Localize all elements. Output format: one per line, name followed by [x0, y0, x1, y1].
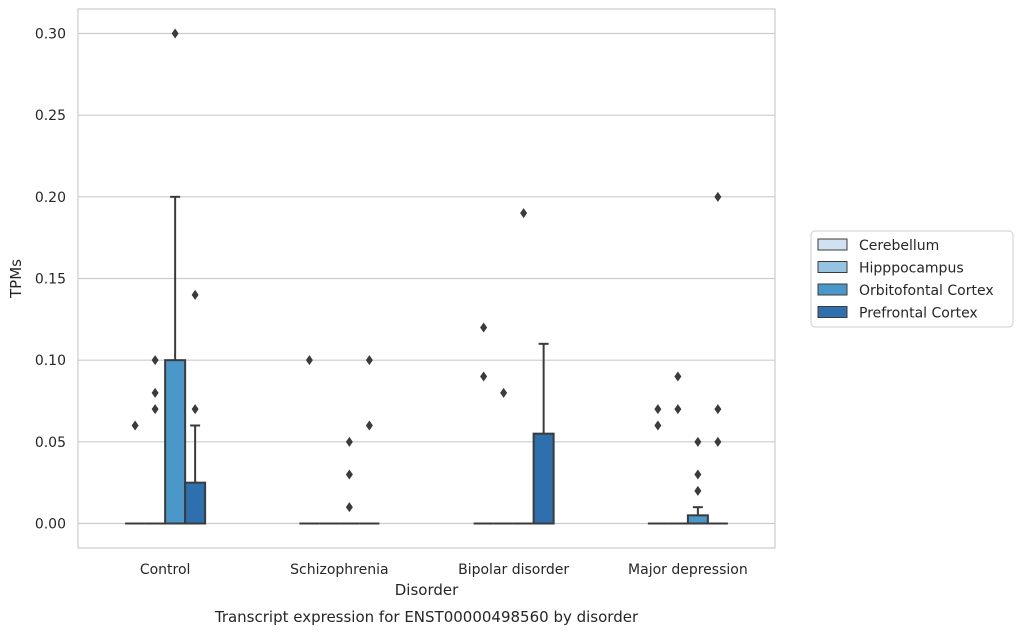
legend-item-prefrontal-cortex: Prefrontal Cortex	[817, 306, 978, 322]
y-tick-label: 0.25	[35, 108, 66, 124]
box-hipppocampus-bipolar-disorder	[493, 387, 514, 525]
box-prefrontal-cortex-bipolar-disorder	[532, 342, 555, 525]
box-cerebellum-major-depression-outlier	[654, 404, 662, 415]
box-prefrontal-cortex-major-depression-outlier	[714, 404, 722, 415]
box-cerebellum-bipolar-disorder	[473, 322, 494, 525]
box-cerebellum-bipolar-disorder-outlier	[480, 371, 488, 382]
box-hipppocampus-control-outlier	[151, 404, 159, 415]
series-prefrontal-cortex	[184, 191, 728, 525]
legend-label: Prefrontal Cortex	[859, 306, 978, 322]
box-cerebellum-bipolar-disorder-outlier	[480, 322, 488, 333]
x-tick-labels: Control Schizophrenia Bipolar disorder Majo…	[140, 562, 748, 578]
legend-label: Hipppocampus	[859, 261, 964, 277]
box-prefrontal-cortex-major-depression	[707, 191, 728, 525]
box-orbitofontal-cortex-control-outlier	[171, 28, 179, 39]
box-prefrontal-cortex-control-outlier	[191, 289, 199, 300]
box-prefrontal-cortex-schizophrenia	[359, 355, 380, 525]
y-tick-label: 0.30	[35, 27, 66, 43]
plot-frame	[77, 8, 776, 549]
box-cerebellum-major-depression-outlier	[654, 420, 662, 431]
y-tick-label: 0.00	[35, 517, 66, 533]
legend-item-cerebellum: Cerebellum	[817, 238, 939, 254]
box-cerebellum-major-depression	[647, 404, 668, 525]
legend-swatch	[817, 261, 848, 273]
y-tick-label: 0.20	[35, 190, 66, 206]
box-orbitofontal-cortex-schizophrenia-outlier	[345, 436, 353, 447]
box-hipppocampus-control-outlier	[151, 355, 159, 366]
plot-area	[125, 28, 728, 525]
y-tick-labels: 0.00 0.05 0.10 0.15 0.20 0.25 0.30	[35, 27, 66, 533]
legend-swatch	[817, 283, 848, 296]
legend: Cerebellum Hipppocampus Orbitofontal Corte…	[810, 230, 1014, 328]
x-tick-label: Bipolar disorder	[458, 562, 569, 578]
y-tick-label: 0.10	[35, 353, 66, 369]
box-cerebellum-control-outlier	[131, 420, 139, 431]
series-hipppocampus	[145, 355, 688, 525]
box-orbitofontal-cortex-schizophrenia	[339, 436, 360, 525]
box-hipppocampus-control	[145, 355, 166, 525]
box-prefrontal-cortex-control	[184, 289, 207, 525]
box-orbitofontal-cortex-major-depression-iqr	[686, 514, 709, 525]
y-tick-label: 0.15	[35, 272, 66, 288]
box-prefrontal-cortex-control-iqr	[184, 481, 207, 525]
box-hipppocampus-major-depression	[667, 371, 688, 525]
box-cerebellum-control	[125, 420, 146, 525]
box-orbitofontal-cortex-major-depression-outlier	[694, 485, 702, 496]
x-tick-label: Major depression	[628, 562, 748, 578]
legend-frame	[810, 230, 1014, 328]
chart-caption: Transcript expression for ENST0000049856…	[214, 608, 639, 626]
box-hipppocampus-control-outlier	[151, 387, 159, 398]
legend-item-hipppocampus: Hipppocampus	[817, 261, 964, 277]
box-orbitofontal-cortex-schizophrenia-outlier	[345, 469, 353, 480]
series-cerebellum	[125, 322, 668, 525]
box-orbitofontal-cortex-major-depression-outlier	[694, 469, 702, 480]
box-prefrontal-cortex-schizophrenia-outlier	[365, 355, 373, 366]
box-orbitofontal-cortex-major-depression	[686, 436, 709, 525]
box-orbitofontal-cortex-control-iqr	[164, 359, 187, 525]
box-prefrontal-cortex-bipolar-disorder-iqr	[532, 432, 555, 525]
box-orbitofontal-cortex-schizophrenia-outlier	[345, 502, 353, 513]
legend-label: Cerebellum	[859, 238, 939, 254]
box-orbitofontal-cortex-major-depression-outlier	[694, 436, 702, 447]
y-tick-label: 0.05	[35, 435, 66, 451]
box-prefrontal-cortex-control-outlier	[191, 404, 199, 415]
x-tick-label: Control	[140, 562, 191, 578]
box-cerebellum-schizophrenia-outlier	[305, 355, 313, 366]
box-orbitofontal-cortex-control	[164, 28, 187, 525]
box-cerebellum-schizophrenia	[299, 355, 320, 525]
legend-item-orbitofontal-cortex: Orbitofontal Cortex	[817, 283, 994, 299]
box-hipppocampus-bipolar-disorder-outlier	[500, 387, 508, 398]
legend-swatch	[817, 238, 848, 251]
box-hipppocampus-major-depression-outlier	[674, 404, 682, 415]
legend-label: Orbitofontal Cortex	[859, 283, 994, 299]
box-prefrontal-cortex-major-depression-outlier	[714, 436, 722, 447]
y-axis-title: TPMs	[7, 259, 25, 299]
box-orbitofontal-cortex-bipolar-disorder	[513, 208, 534, 525]
x-axis-title: Disorder	[395, 581, 459, 599]
legend-swatch	[817, 306, 848, 318]
box-orbitofontal-cortex-bipolar-disorder-outlier	[520, 208, 528, 219]
x-tick-label: Schizophrenia	[290, 562, 388, 578]
box-prefrontal-cortex-schizophrenia-outlier	[365, 420, 373, 431]
box-hipppocampus-major-depression-outlier	[674, 371, 682, 382]
box-prefrontal-cortex-major-depression-outlier	[714, 191, 722, 202]
series-orbitofontal-cortex	[164, 28, 709, 525]
